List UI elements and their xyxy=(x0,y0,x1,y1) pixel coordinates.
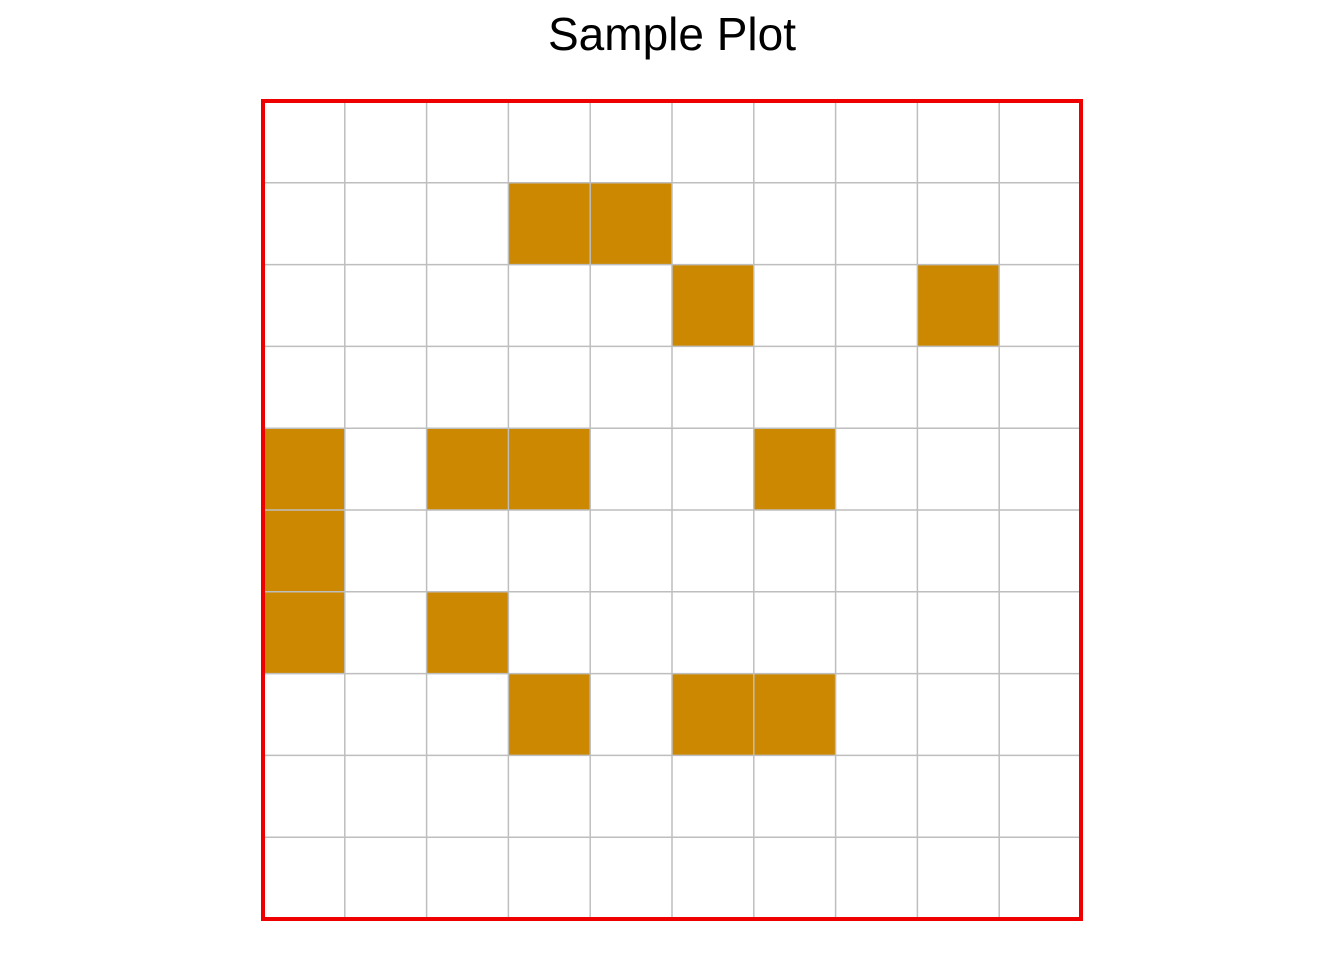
heatmap-cell-filled xyxy=(426,428,509,510)
heatmap-cell-filled xyxy=(508,428,591,510)
heatmap-cell-filled xyxy=(508,182,591,265)
heatmap-cell-filled xyxy=(590,182,672,265)
heatmap-cell-filled xyxy=(672,673,754,756)
heatmap-cell-filled xyxy=(508,673,591,756)
heatmap-cell-filled xyxy=(753,673,836,756)
heatmap-cell-filled xyxy=(263,428,345,510)
heatmap-cell-filled xyxy=(917,264,1000,347)
heatmap-cell-filled xyxy=(263,591,345,674)
heatmap-cell-filled xyxy=(426,591,509,674)
heatmap-cell-filled xyxy=(263,510,345,592)
chart-title: Sample Plot xyxy=(547,8,796,60)
heatmap-cell-filled xyxy=(672,264,754,347)
heatmap-cell-filled xyxy=(753,428,836,510)
plot-border xyxy=(261,99,1083,921)
